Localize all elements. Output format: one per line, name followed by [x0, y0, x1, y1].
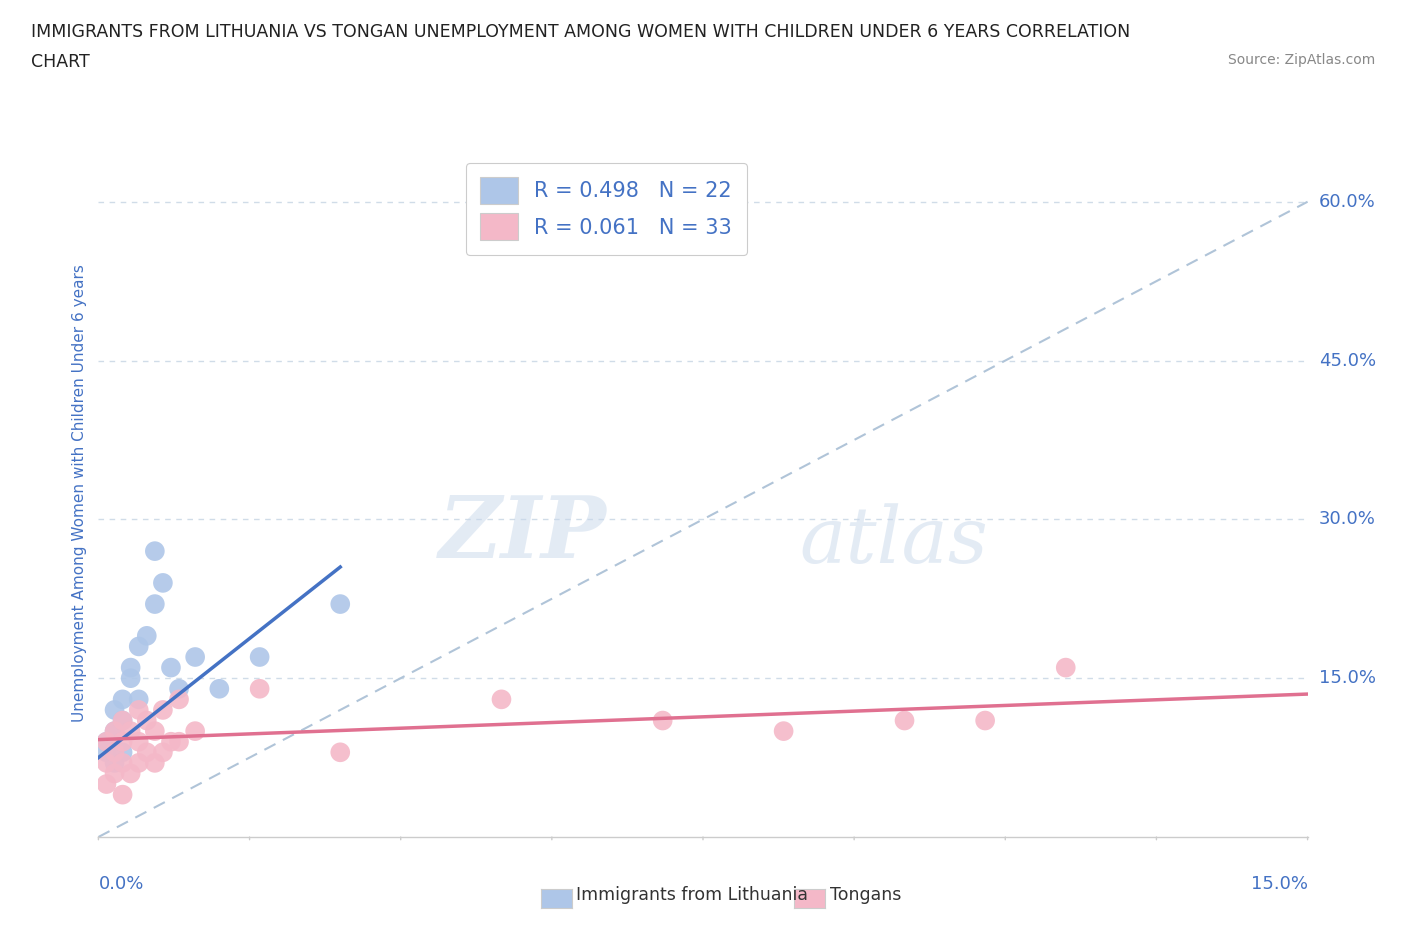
Point — [184, 724, 207, 738]
Point — [772, 724, 794, 738]
Point — [128, 639, 150, 654]
Point — [111, 755, 134, 770]
Point — [143, 544, 166, 559]
Point — [1054, 660, 1077, 675]
Point — [96, 745, 118, 760]
Point — [120, 660, 142, 675]
Point — [491, 692, 513, 707]
Point — [152, 745, 174, 760]
Point — [167, 735, 190, 750]
Point — [103, 724, 125, 738]
Point — [160, 660, 183, 675]
Text: atlas: atlas — [800, 503, 988, 579]
Point — [974, 713, 997, 728]
Text: CHART: CHART — [31, 53, 90, 71]
Point — [152, 702, 174, 717]
Text: 0.0%: 0.0% — [98, 875, 143, 893]
Text: Source: ZipAtlas.com: Source: ZipAtlas.com — [1227, 53, 1375, 67]
Point — [111, 745, 134, 760]
Point — [143, 597, 166, 612]
Point — [103, 766, 125, 781]
Point — [120, 724, 142, 738]
Point — [103, 745, 125, 760]
Point — [96, 735, 118, 750]
Point — [167, 692, 190, 707]
Text: 15.0%: 15.0% — [1319, 670, 1375, 687]
Text: ZIP: ZIP — [439, 493, 606, 576]
Point — [96, 755, 118, 770]
Point — [184, 649, 207, 664]
Point — [103, 702, 125, 717]
Text: IMMIGRANTS FROM LITHUANIA VS TONGAN UNEMPLOYMENT AMONG WOMEN WITH CHILDREN UNDER: IMMIGRANTS FROM LITHUANIA VS TONGAN UNEM… — [31, 23, 1130, 41]
Legend: R = 0.498   N = 22, R = 0.061   N = 33: R = 0.498 N = 22, R = 0.061 N = 33 — [465, 163, 747, 255]
Y-axis label: Unemployment Among Women with Children Under 6 years: Unemployment Among Women with Children U… — [72, 264, 87, 722]
Point — [160, 735, 183, 750]
Point — [135, 745, 157, 760]
Text: 60.0%: 60.0% — [1319, 193, 1375, 211]
Text: Tongans: Tongans — [830, 885, 901, 904]
Point — [120, 766, 142, 781]
Point — [103, 724, 125, 738]
Point — [249, 649, 271, 664]
Point — [208, 682, 231, 697]
Text: 45.0%: 45.0% — [1319, 352, 1376, 369]
Point — [167, 682, 190, 697]
Text: 30.0%: 30.0% — [1319, 511, 1375, 528]
Point — [329, 745, 352, 760]
Point — [651, 713, 673, 728]
Point — [143, 755, 166, 770]
Point — [152, 576, 174, 591]
Point — [249, 682, 271, 697]
Point — [111, 713, 134, 728]
Point — [143, 724, 166, 738]
Point — [128, 702, 150, 717]
Point — [103, 755, 125, 770]
Point — [111, 735, 134, 750]
Point — [135, 629, 157, 644]
Point — [120, 671, 142, 685]
Text: Immigrants from Lithuania: Immigrants from Lithuania — [576, 885, 808, 904]
Point — [128, 755, 150, 770]
Point — [111, 713, 134, 728]
Point — [96, 777, 118, 791]
Text: 15.0%: 15.0% — [1250, 875, 1308, 893]
Point — [893, 713, 915, 728]
Point — [111, 692, 134, 707]
Point — [96, 735, 118, 750]
Point — [128, 692, 150, 707]
Point — [111, 787, 134, 802]
Point — [128, 735, 150, 750]
Point — [329, 597, 352, 612]
Point — [135, 713, 157, 728]
